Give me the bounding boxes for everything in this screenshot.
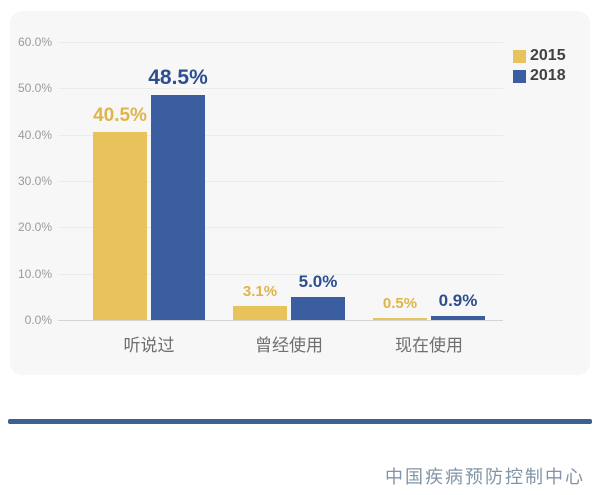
legend-label: 2015 bbox=[530, 47, 566, 64]
y-axis-tick-label: 50.0% bbox=[17, 81, 52, 96]
bar-2015-现在使用 bbox=[373, 317, 427, 320]
legend-swatch-icon bbox=[513, 69, 526, 83]
bar-2018-现在使用 bbox=[431, 315, 485, 320]
bar-2018-曾经使用 bbox=[291, 296, 345, 320]
bar-value-label: 0.5% bbox=[382, 294, 418, 312]
footer-divider-line bbox=[8, 419, 592, 424]
legend-item-2018: 2018 bbox=[513, 66, 566, 86]
bar-value-label: 5.0% bbox=[298, 271, 338, 291]
chart-card: 60.0% 50.0% 40.0% 30.0% 20.0% 10.0% 0.0% 40.5% 3… bbox=[10, 11, 590, 375]
bar-value-label: 0.9% bbox=[438, 290, 478, 310]
bar-chart: 60.0% 50.0% 40.0% 30.0% 20.0% 10.0% 0.0% 40.5% 3… bbox=[10, 11, 590, 375]
gridline bbox=[58, 88, 503, 90]
chart-legend: 2015 2018 bbox=[513, 46, 566, 86]
bar-value-label: 3.1% bbox=[242, 282, 278, 300]
y-axis-tick-label: 0.0% bbox=[24, 313, 52, 327]
source-attribution: 中国疾病预防控制中心 bbox=[385, 467, 585, 487]
gridline bbox=[58, 181, 503, 182]
gridline bbox=[58, 273, 503, 275]
bar-value-label: 48.5% bbox=[148, 66, 208, 90]
y-axis-tick-label: 60.0% bbox=[17, 35, 52, 49]
legend-label: 2018 bbox=[530, 67, 566, 84]
bar-2015-曾经使用 bbox=[233, 305, 287, 320]
legend-swatch-icon bbox=[513, 49, 526, 63]
y-axis-tick-label: 30.0% bbox=[17, 174, 52, 188]
gridline bbox=[58, 134, 503, 136]
x-axis-category-label: 听说过 bbox=[123, 336, 175, 355]
gridline bbox=[58, 42, 503, 43]
bar-2018-听说过 bbox=[151, 95, 205, 320]
y-axis-tick-label: 20.0% bbox=[17, 220, 52, 235]
gridline bbox=[58, 227, 503, 229]
bar-value-label: 40.5% bbox=[93, 105, 147, 127]
x-axis-category-label: 现在使用 bbox=[395, 336, 463, 355]
x-axis-category-label: 曾经使用 bbox=[255, 336, 323, 355]
legend-item-2015: 2015 bbox=[513, 46, 566, 66]
x-axis-line bbox=[58, 320, 503, 321]
bar-2015-听说过 bbox=[93, 132, 147, 320]
y-axis-tick-label: 10.0% bbox=[17, 266, 52, 281]
y-axis-tick-label: 40.0% bbox=[17, 127, 52, 142]
